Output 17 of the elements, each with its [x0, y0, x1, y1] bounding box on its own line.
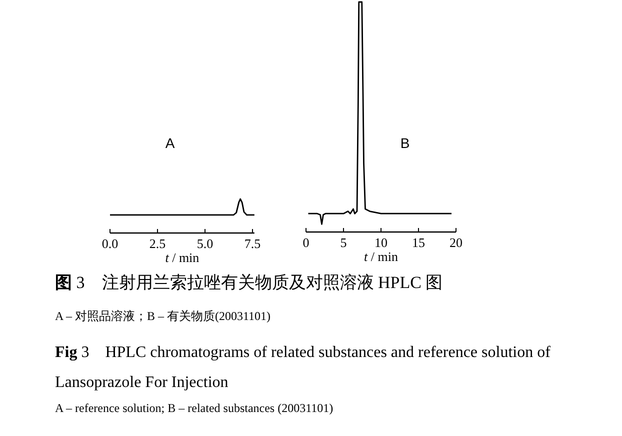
x-tick-label: 7.5: [244, 236, 261, 251]
x-tick-label: 20: [450, 235, 462, 250]
text: A – reference solution; B – related substances (20031101): [55, 401, 334, 415]
text: 图 3 注射用兰索拉唑有关物质及对照溶液 HPLC 图: [55, 273, 443, 292]
x-tick-label: 15: [412, 235, 425, 250]
text: A – 对照品溶液；B – 有关物质(20031101): [55, 309, 271, 323]
x-tick-label: 5.0: [196, 236, 214, 251]
text: B: [400, 135, 410, 151]
x-tick-label: 0.0: [102, 236, 118, 251]
x-tick-label: 5: [340, 235, 347, 250]
chart-title: A: [165, 135, 176, 151]
x-axis-title: t / min: [165, 250, 200, 265]
x-tick-label: 10: [374, 235, 388, 250]
x-tick-label: 0: [302, 235, 310, 250]
caption: Fig 3 HPLC chromatograms of related substances and reference solution of Lansoprazole For Injection: [55, 344, 552, 391]
x-tick-label: 2.5: [149, 236, 166, 251]
x-axis-title: t / min: [364, 249, 398, 264]
